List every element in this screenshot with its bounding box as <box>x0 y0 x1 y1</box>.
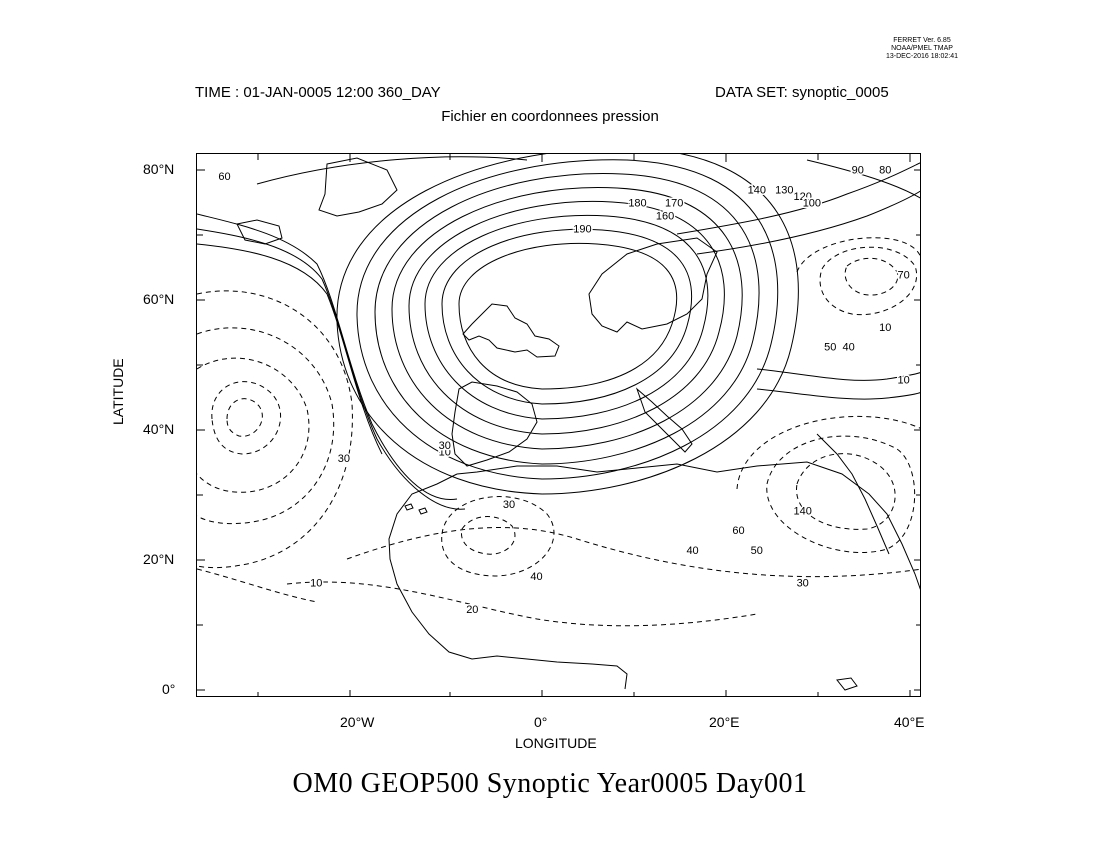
british-isles-coast <box>462 303 560 358</box>
stamp-line-2: NOAA/PMEL TMAP <box>891 45 953 52</box>
dashed-se-high-3 <box>736 416 920 490</box>
dashed-se-high-2 <box>766 435 916 553</box>
figure-title: OM0 GEOP500 Synoptic Year0005 Day001 <box>292 768 808 799</box>
dashed-africa-high-1 <box>460 516 516 555</box>
contour-label: 30 <box>503 499 515 511</box>
contour-ring-7 <box>356 159 779 480</box>
contour-label: 40 <box>530 571 542 583</box>
x-tick-20e: 20°E <box>709 714 740 730</box>
contour-label: 70 <box>898 270 910 282</box>
contour-label: 160 <box>656 211 674 223</box>
y-tick-0: 0° <box>162 681 176 697</box>
y-axis-title: LATITUDE <box>110 358 126 425</box>
version-stamp: FERRET Ver. 6.85 NOAA/PMEL TMAP 13-DEC-2… <box>862 37 982 61</box>
dashed-africa-high-2 <box>441 496 555 577</box>
contour-jet-2 <box>197 228 466 510</box>
contour-label: 170 <box>665 197 683 209</box>
contour-label: 190 <box>573 224 591 236</box>
x-tick-0: 0° <box>534 714 548 730</box>
contour-label: 40 <box>686 545 698 557</box>
contour-label: 10 <box>439 446 451 458</box>
contour-label: 10 <box>879 322 891 334</box>
y-tick-40n: 40°N <box>143 421 175 437</box>
dashed-west-low-2 <box>211 381 282 455</box>
iceland-coast <box>236 219 283 245</box>
stamp-line-1: FERRET Ver. 6.85 <box>893 37 951 44</box>
canary-islands <box>404 503 428 515</box>
italy-coast <box>635 387 693 453</box>
plot-subtitle: Fichier en coordonnees pression <box>441 108 659 125</box>
axis-ticks <box>197 154 920 696</box>
north-africa-coast <box>456 461 920 590</box>
contour-east-jet-2 <box>696 190 920 255</box>
contour-label: 80 <box>879 165 891 177</box>
west-africa-coast <box>388 473 628 690</box>
dashed-west-low-5 <box>197 290 353 569</box>
dashed-west-low-1 <box>226 398 263 437</box>
contour-label: 40 <box>842 342 854 354</box>
contour-east-jet-1 <box>676 162 920 235</box>
dashed-west-low-3 <box>197 357 310 493</box>
mideast-coast <box>816 433 890 555</box>
dashed-ne-low-3 <box>796 237 920 273</box>
x-axis-title: LONGITUDE <box>515 735 597 751</box>
contour-top-arc-2 <box>806 159 920 199</box>
iberia-coast <box>451 381 538 467</box>
dashed-se-high-1 <box>796 453 896 530</box>
coastlines <box>236 157 920 691</box>
dashed-band-20 <box>286 581 758 627</box>
contour-top-arc <box>256 156 528 185</box>
contour-ring-1 <box>458 242 678 390</box>
contour-label: 60 <box>732 525 744 537</box>
y-tick-80n: 80°N <box>143 161 175 177</box>
contour-label: 140 <box>794 505 812 517</box>
dashed-band-10 <box>197 568 318 603</box>
y-tick-20n: 20°N <box>143 551 175 567</box>
scandinavia-coast <box>588 237 718 333</box>
contour-label: 20 <box>466 604 478 616</box>
contour-label: 30 <box>439 440 451 452</box>
contour-east-jet-3 <box>756 368 920 381</box>
contour-ring-4 <box>408 200 725 435</box>
contour-label: 50 <box>824 342 836 354</box>
contour-label: 60 <box>218 171 230 183</box>
contour-label: 10 <box>898 374 910 386</box>
contour-label: 140 <box>748 184 766 196</box>
dashed-west-low-4 <box>197 327 335 525</box>
greenland-coast <box>318 157 398 217</box>
map-plot-area: 60 90 80 140 130 120 100 180 170 160 190 70 10 50 40 10… <box>196 153 921 697</box>
contour-ring-3 <box>424 214 709 420</box>
contour-ring-5 <box>391 186 743 450</box>
dataset-label: DATA SET: synoptic_0005 <box>715 84 889 101</box>
solid-contours <box>197 154 920 510</box>
contour-label: 120 <box>794 191 812 203</box>
dashed-band-30 <box>346 527 920 578</box>
dashed-ne-low-2 <box>819 246 918 316</box>
africa-small-coast <box>836 677 858 691</box>
contour-jet-1 <box>197 213 458 501</box>
contour-ring-8 <box>336 154 799 495</box>
contour-label: 100 <box>803 197 821 209</box>
contour-east-jet-4 <box>756 388 920 400</box>
x-tick-40e: 40°E <box>894 714 925 730</box>
contour-label: 130 <box>775 184 793 196</box>
dashed-ne-low-1 <box>844 257 899 296</box>
contour-jet-3 <box>197 243 383 455</box>
contour-label: 50 <box>751 545 763 557</box>
contour-ring-2 <box>441 228 693 405</box>
dashed-contours <box>197 237 920 627</box>
contour-label: 30 <box>797 578 809 590</box>
x-tick-20w: 20°W <box>340 714 375 730</box>
contour-label: 30 <box>338 453 350 465</box>
y-tick-60n: 60°N <box>143 291 175 307</box>
time-label: TIME : 01-JAN-0005 12:00 360_DAY <box>195 84 441 101</box>
contour-label: 90 <box>852 165 864 177</box>
stamp-line-3: 13-DEC-2016 18:02:41 <box>886 53 958 60</box>
contour-label: 10 <box>310 578 322 590</box>
contour-label: 180 <box>628 197 646 209</box>
contour-ring-6 <box>374 173 760 465</box>
